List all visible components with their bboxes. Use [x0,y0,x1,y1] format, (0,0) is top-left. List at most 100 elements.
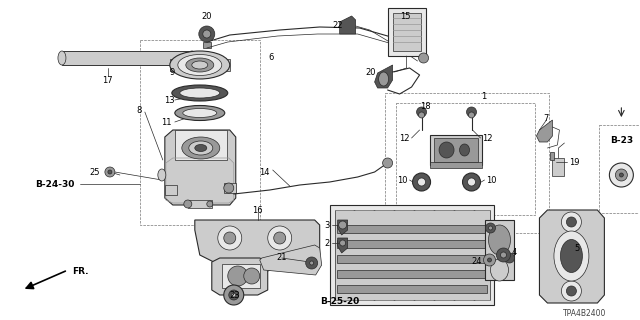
Bar [335,210,490,300]
Circle shape [417,107,427,117]
Circle shape [620,173,623,177]
Bar [550,152,554,160]
Text: 23: 23 [230,291,240,300]
Circle shape [105,167,115,177]
Circle shape [486,223,495,233]
Bar [175,130,227,160]
Text: 13: 13 [164,95,175,105]
Text: 10: 10 [486,175,497,185]
Circle shape [561,281,581,301]
Ellipse shape [183,108,217,117]
Text: 5: 5 [575,244,580,252]
Ellipse shape [490,259,509,281]
Ellipse shape [182,137,220,159]
Ellipse shape [170,51,230,79]
Polygon shape [536,120,552,142]
Bar [337,285,486,293]
Bar [203,42,211,48]
Bar [392,13,420,51]
Text: 17: 17 [102,76,113,84]
Ellipse shape [413,173,431,191]
Circle shape [108,170,112,174]
Text: FR.: FR. [72,268,88,276]
Text: 14: 14 [259,167,269,177]
Bar [552,158,564,176]
Circle shape [224,232,236,244]
Polygon shape [340,16,356,34]
Circle shape [566,217,577,227]
Bar [140,40,260,225]
Circle shape [468,112,474,118]
Ellipse shape [460,144,470,156]
Circle shape [268,226,292,250]
Bar [337,255,486,263]
Ellipse shape [195,145,207,151]
Circle shape [224,285,244,305]
Ellipse shape [58,51,66,65]
Bar [429,135,481,165]
Circle shape [224,183,234,193]
Circle shape [561,212,581,232]
Bar [224,183,236,193]
Circle shape [310,261,314,265]
Circle shape [383,158,392,168]
Ellipse shape [379,72,388,86]
Ellipse shape [175,106,225,121]
Text: 16: 16 [252,205,263,214]
Circle shape [228,266,248,286]
Polygon shape [338,238,348,253]
Text: 8: 8 [136,106,142,115]
Circle shape [488,258,492,262]
Text: 3: 3 [324,220,330,229]
Bar [62,51,192,65]
Bar [385,93,550,233]
Circle shape [500,252,506,258]
Circle shape [609,163,634,187]
Ellipse shape [463,173,481,191]
Text: 19: 19 [570,157,580,166]
Text: B-23: B-23 [611,135,634,145]
Text: 25: 25 [90,167,100,177]
Circle shape [419,112,424,118]
Text: 7: 7 [544,114,549,123]
Bar [170,59,178,71]
Bar [433,138,477,162]
Bar [337,240,486,248]
Circle shape [566,286,577,296]
Circle shape [203,30,211,38]
Bar [188,200,212,208]
Circle shape [306,257,317,269]
Bar [484,220,515,280]
Ellipse shape [158,169,166,181]
Circle shape [467,107,477,117]
Circle shape [339,221,347,229]
Text: 4: 4 [511,247,516,257]
Ellipse shape [192,61,208,69]
Bar [330,205,495,305]
Text: 22: 22 [332,20,343,29]
Text: 12: 12 [483,133,493,142]
Ellipse shape [189,141,212,155]
Circle shape [504,253,515,263]
Ellipse shape [187,51,196,65]
Text: 6: 6 [268,52,273,61]
Text: 2: 2 [324,238,330,247]
Text: TPA4B2400: TPA4B2400 [563,308,606,317]
Ellipse shape [468,178,476,186]
Ellipse shape [172,85,228,101]
Bar [222,59,230,71]
Polygon shape [260,245,322,275]
Ellipse shape [417,178,426,186]
Circle shape [616,169,627,181]
Bar [429,162,481,168]
Circle shape [218,226,242,250]
Ellipse shape [184,200,192,208]
Ellipse shape [439,142,454,158]
Circle shape [274,232,285,244]
Circle shape [483,254,495,266]
Ellipse shape [180,88,220,98]
Circle shape [232,293,236,297]
Ellipse shape [186,58,214,72]
Text: 24: 24 [471,258,481,267]
Ellipse shape [207,201,212,207]
